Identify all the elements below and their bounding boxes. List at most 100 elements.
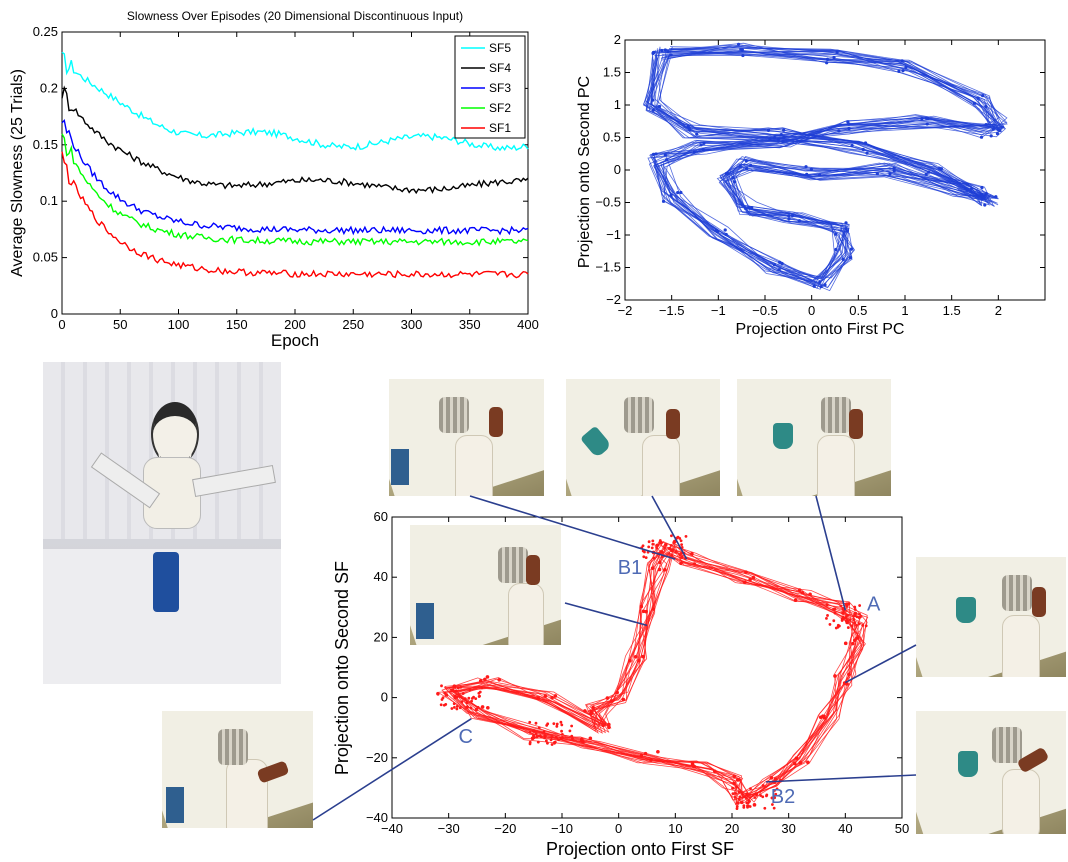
slowness-chart-title: Slowness Over Episodes (20 Dimensional D… bbox=[127, 9, 463, 23]
pc-y-tick-label: 1 bbox=[614, 97, 621, 112]
pc-point bbox=[892, 166, 896, 170]
sf-point bbox=[591, 705, 595, 710]
pc-point bbox=[997, 128, 1001, 132]
pc-point bbox=[766, 128, 771, 133]
blue-bottle bbox=[153, 552, 179, 612]
sf-cluster-point bbox=[453, 696, 457, 700]
sf-cluster-point bbox=[773, 789, 776, 792]
pc-point bbox=[834, 232, 838, 236]
sf-cluster-point bbox=[774, 792, 778, 796]
sf-cluster-point bbox=[773, 796, 777, 800]
pc-point bbox=[651, 152, 656, 156]
slowness-x-tick-label: 0 bbox=[58, 317, 65, 332]
sf-cluster-point bbox=[469, 706, 473, 710]
sf-cluster-point bbox=[658, 540, 662, 544]
sf-cluster-point bbox=[455, 707, 459, 711]
pc-point bbox=[714, 228, 719, 232]
pc-x-tick-label: −1.5 bbox=[659, 303, 685, 318]
sf-cluster-point bbox=[669, 543, 673, 547]
sf-cluster-point bbox=[450, 707, 454, 710]
sf-cluster-point bbox=[855, 615, 859, 619]
sf-cluster-point bbox=[641, 544, 645, 548]
sf-cluster-point bbox=[755, 793, 758, 797]
pc-point bbox=[888, 172, 892, 176]
sf-point bbox=[610, 699, 614, 703]
sf-cluster-point bbox=[742, 795, 746, 799]
pc-point bbox=[747, 205, 751, 209]
sf-point bbox=[692, 764, 697, 769]
legend-label-sf5: SF5 bbox=[489, 41, 511, 55]
sf-cluster-point bbox=[444, 703, 448, 706]
sf-cluster-point bbox=[825, 616, 828, 620]
sf-cluster-point bbox=[833, 611, 837, 615]
sf-point bbox=[739, 800, 744, 805]
connector-right-upper bbox=[844, 644, 917, 684]
sf-point bbox=[474, 707, 479, 712]
sf-cluster-point bbox=[761, 784, 765, 787]
sf-cluster-point bbox=[679, 539, 683, 543]
sf-cluster-point bbox=[560, 732, 564, 736]
pc-point bbox=[666, 49, 670, 54]
camera-snapshot-top-middle bbox=[566, 379, 720, 496]
pc-point bbox=[782, 135, 786, 139]
sf-cluster-point bbox=[534, 732, 538, 736]
pc-point bbox=[726, 172, 730, 176]
sf-cluster-point bbox=[644, 556, 648, 559]
slowness-x-tick-label: 400 bbox=[517, 317, 539, 332]
pc-x-axis-label: Projection onto First PC bbox=[736, 321, 905, 338]
pc-x-tick-label: 0.5 bbox=[849, 303, 867, 318]
sf-cluster-point bbox=[738, 795, 742, 799]
sf-point bbox=[641, 609, 646, 614]
pc-point bbox=[969, 187, 973, 191]
sf-y-tick-label: 40 bbox=[374, 569, 388, 584]
pc-point bbox=[787, 214, 791, 218]
sf-cluster-point bbox=[452, 705, 456, 709]
pc-y-tick-label: −2 bbox=[606, 292, 621, 307]
slowness-x-tick-label: 150 bbox=[226, 317, 248, 332]
pc-point bbox=[676, 191, 680, 195]
pc-x-tick-label: −2 bbox=[618, 303, 633, 318]
sf-cluster-point bbox=[850, 624, 854, 628]
sf-y-axis-label: Projection onto Second SF bbox=[332, 561, 352, 775]
sf-point bbox=[690, 762, 695, 766]
sf-point bbox=[639, 604, 644, 609]
pc-point bbox=[848, 256, 853, 260]
sf-cluster-point bbox=[848, 618, 852, 622]
connector-b2 bbox=[765, 774, 917, 783]
sf-cluster-point bbox=[731, 792, 735, 796]
pc-point bbox=[660, 48, 664, 53]
sf-cluster-point bbox=[825, 603, 829, 607]
pc-point bbox=[663, 48, 667, 52]
pc-point bbox=[739, 47, 743, 51]
pc-point bbox=[926, 116, 930, 121]
pc-trajectory bbox=[653, 46, 1003, 282]
pc-point bbox=[981, 94, 985, 98]
sf-trajectory bbox=[442, 546, 856, 806]
sf-point bbox=[712, 769, 717, 774]
sf-cluster-point bbox=[836, 625, 840, 629]
pc-y-tick-label: −1 bbox=[606, 227, 621, 242]
sf-cluster-point bbox=[555, 722, 559, 726]
pc-point bbox=[982, 196, 986, 200]
sf-cluster-point bbox=[672, 541, 676, 545]
sf-cluster-point bbox=[770, 796, 774, 800]
slowness-x-tick-label: 100 bbox=[168, 317, 190, 332]
sf-cluster-point bbox=[748, 805, 752, 808]
sf-cluster-point bbox=[537, 726, 541, 730]
sf-cluster-point bbox=[753, 796, 757, 799]
sf-cluster-point bbox=[853, 605, 857, 609]
connector-top-middle bbox=[651, 495, 688, 560]
sf-cluster-point bbox=[759, 794, 763, 797]
sf-y-tick-label: 60 bbox=[374, 509, 388, 524]
sf-cluster-point bbox=[540, 735, 543, 739]
slowness-y-tick-label: 0.25 bbox=[33, 24, 58, 39]
pc-point bbox=[979, 135, 984, 139]
camera-snapshot-b1 bbox=[389, 379, 544, 496]
pc-point bbox=[699, 143, 703, 147]
pc-x-tick-label: 2 bbox=[995, 303, 1002, 318]
pc-point bbox=[776, 138, 780, 142]
sf-point bbox=[643, 751, 648, 756]
sf-cluster-point bbox=[857, 616, 861, 620]
pc-point bbox=[724, 232, 728, 237]
